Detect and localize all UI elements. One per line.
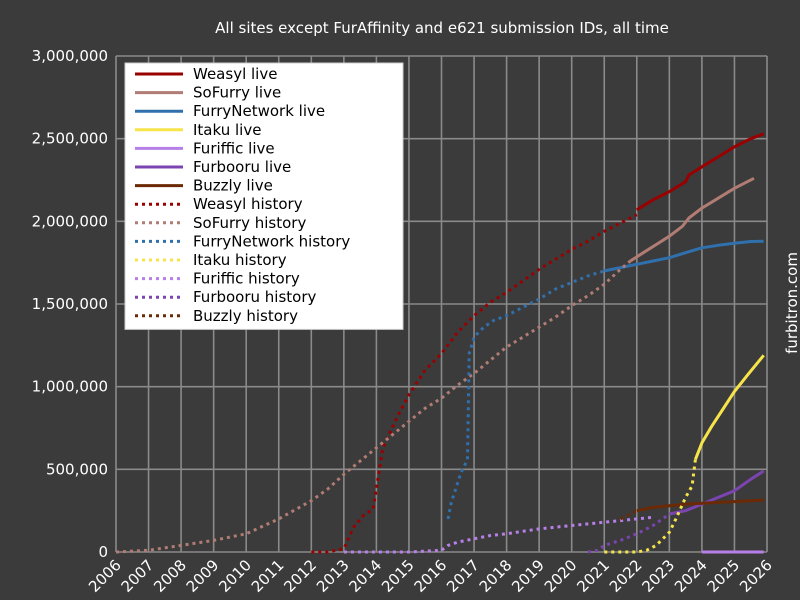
y-tick-label: 2,500,000 — [32, 130, 108, 148]
legend-label: Itaku live — [193, 121, 261, 139]
legend-label: SoFurry live — [193, 84, 281, 102]
site-watermark-label: furbitron.com — [783, 252, 800, 354]
legend-label: Buzzly history — [193, 307, 298, 325]
series-line-furrynetwork-history — [446, 269, 605, 520]
series-line-buzzly-live — [636, 498, 764, 513]
series-line-furbooru-live — [669, 469, 765, 516]
y-tick-label: 1,500,000 — [32, 295, 108, 313]
y-tick-label: 1,000,000 — [32, 378, 108, 396]
y-tick-label: 3,000,000 — [32, 47, 108, 65]
series-line-buzzly-history — [619, 509, 638, 521]
series-line-furrynetwork-live — [604, 239, 764, 273]
legend-label: Furbooru live — [193, 158, 291, 176]
series-line-itaku-live — [694, 354, 765, 460]
legend-label: Itaku history — [193, 251, 287, 269]
y-tick-label: 500,000 — [46, 460, 108, 478]
series-lines — [115, 132, 765, 554]
series-line-sofurry-history — [115, 259, 632, 554]
legend-label: Buzzly live — [193, 177, 273, 195]
legend-label: Weasyl live — [193, 65, 277, 83]
y-tick-label: 0 — [98, 543, 108, 561]
legend-label: Weasyl history — [193, 195, 303, 213]
series-line-itaku-history — [604, 459, 697, 554]
y-axis-tick-labels: 0 500,000 1,000,000 1,500,000 2,000,000 2,500… — [32, 47, 108, 561]
legend-label: Furiffic live — [193, 139, 275, 157]
series-line-furbooru-history — [587, 512, 671, 554]
y-tick-label: 2,000,000 — [32, 212, 108, 230]
series-line-sofurry-live — [629, 176, 755, 263]
legend-label: Furiffic history — [193, 270, 300, 288]
legend-label: FurryNetwork live — [193, 102, 325, 120]
series-line-weasyl-live — [636, 132, 765, 212]
legend-label: FurryNetwork history — [193, 232, 350, 250]
legend-label: SoFurry history — [193, 214, 306, 232]
chart-title: All sites except FurAffinity and e621 su… — [215, 19, 669, 37]
legend-label: Furbooru history — [193, 288, 317, 306]
legend-box — [124, 62, 404, 330]
